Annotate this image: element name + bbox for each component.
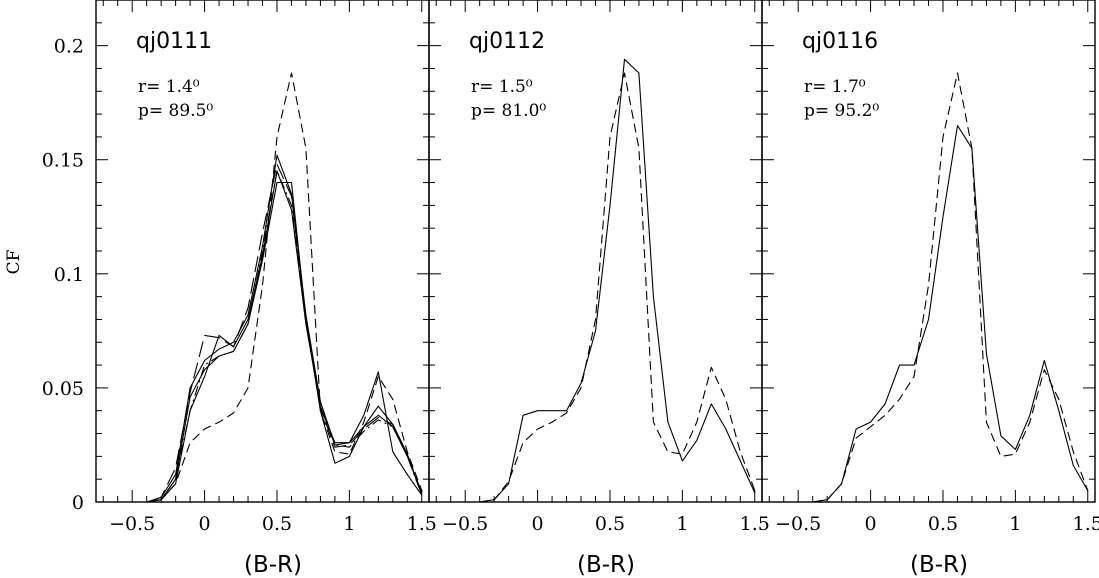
- y-tick-label: 0.15: [42, 150, 84, 172]
- x-tick-label: 0.5: [262, 513, 292, 535]
- x-tick-label: 1.5: [407, 513, 437, 535]
- x-tick-label: 1: [343, 513, 355, 535]
- panel-annotation: p= 95.2⁰: [804, 101, 879, 121]
- panel-annotation: p= 89.5⁰: [138, 101, 213, 121]
- series-line-solid: [465, 58, 756, 503]
- x-tick-label: 0: [532, 513, 544, 535]
- series-line-solid: [132, 170, 423, 503]
- x-axis-title: (B-R): [577, 552, 635, 578]
- y-tick-label: 0: [72, 492, 84, 514]
- x-tick-label: 1: [1009, 513, 1021, 535]
- panel-annotation: r= 1.7⁰: [804, 77, 866, 97]
- x-axis-title: (B-R): [910, 552, 968, 578]
- y-tick-label: 0.1: [54, 264, 84, 286]
- y-axis-title: CF: [4, 249, 24, 274]
- panel-title: qj0116: [802, 29, 878, 54]
- x-tick-label: 1.5: [740, 513, 770, 535]
- series-line-dashed: [465, 72, 756, 503]
- series-line-solid: [132, 181, 423, 503]
- series-line-dashed: [132, 72, 423, 503]
- series-line-solid: [798, 124, 1089, 503]
- panel-qj0116: −0.5 0 0.5 1 1.5 (B-R) qj0116 r= 1.7⁰ p= 95.2⁰: [761, 0, 1099, 578]
- panel-title: qj0112: [469, 29, 545, 54]
- panel-frame: [428, 0, 763, 503]
- x-axis-title: (B-R): [244, 552, 302, 578]
- x-tick-label: 0: [865, 513, 877, 535]
- panel-title: qj0111: [136, 29, 212, 54]
- x-tick-label: −0.5: [775, 513, 821, 535]
- panel-frame: [761, 0, 1096, 503]
- y-tick-label: 0.2: [54, 36, 84, 58]
- x-tick-label: 0: [199, 513, 211, 535]
- x-tick-label: 1: [676, 513, 688, 535]
- series-line-dashdot: [132, 170, 423, 503]
- panels: −0.5 0 0.5 1 1.5 0 0.05 0.1 0.15 0.2 (B-R) qj0111 r=…: [42, 0, 1099, 578]
- panel-qj0111: −0.5 0 0.5 1 1.5 0 0.05 0.1 0.15 0.2 (B-R) qj0111 r=…: [42, 0, 437, 578]
- x-tick-label: 0.5: [595, 513, 625, 535]
- panel-qj0112: −0.5 0 0.5 1 1.5 (B-R) qj0112 r= 1.5⁰ p= 81.0⁰: [428, 0, 770, 578]
- panel-annotation: r= 1.5⁰: [471, 77, 533, 97]
- x-tick-label: −0.5: [109, 513, 155, 535]
- panel-annotation: r= 1.4⁰: [138, 77, 200, 97]
- x-tick-label: −0.5: [442, 513, 488, 535]
- x-tick-label: 0.5: [928, 513, 958, 535]
- x-tick-label: 1.5: [1073, 513, 1099, 535]
- series-line-solid: [132, 154, 423, 503]
- series-line-dashed: [798, 72, 1089, 503]
- series-line-longdash: [132, 163, 423, 503]
- y-tick-label: 0.05: [42, 378, 84, 400]
- panel-annotation: p= 81.0⁰: [471, 101, 546, 121]
